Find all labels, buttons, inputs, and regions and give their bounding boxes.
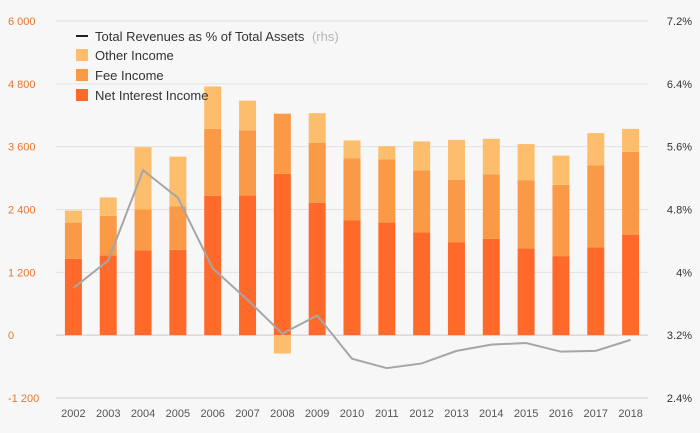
left-tick-label: 3 600: [8, 142, 36, 154]
bar-fee-income-2015: [517, 180, 535, 249]
bar-other-income-2003: [99, 197, 117, 216]
bar-net-interest-income-2010: [343, 220, 361, 336]
left-tick-label: 0: [8, 330, 14, 342]
x-tick-label: 2008: [270, 408, 294, 420]
bar-fee-income-2006: [204, 128, 222, 196]
bar-net-interest-income-2013: [447, 242, 465, 336]
right-tick-label: 7.2%: [667, 16, 692, 28]
bar-fee-income-2003: [99, 215, 117, 256]
bar-other-income-2013: [447, 139, 465, 180]
bar-net-interest-income-2009: [308, 202, 326, 336]
bars: [64, 86, 640, 354]
x-tick-label: 2012: [409, 408, 433, 420]
line-series: [72, 168, 631, 370]
bar-fee-income-2014: [482, 174, 500, 239]
right-tick-label: 4%: [676, 267, 692, 279]
legend-swatch-net-interest-income: [76, 89, 88, 101]
bar-net-interest-income-2005: [169, 249, 187, 336]
bar-net-interest-income-2003: [99, 255, 117, 336]
x-tick-label: 2018: [618, 408, 642, 420]
left-tick-label: 1 200: [8, 267, 36, 279]
left-tick-label: -1 200: [8, 393, 39, 405]
bar-net-interest-income-2007: [239, 195, 257, 336]
x-tick-label: 2006: [200, 408, 224, 420]
bar-other-income-2014: [482, 138, 500, 175]
right-tick-label: 2.4%: [667, 393, 692, 405]
bar-fee-income-2007: [239, 130, 257, 196]
legend-label-fee-income: Fee Income: [95, 68, 164, 83]
bar-net-interest-income-2017: [587, 247, 605, 336]
legend-line-name: Total Revenues as % of Total Assets: [95, 29, 305, 44]
bar-fee-income-2004: [134, 209, 152, 251]
bar-fee-income-2005: [169, 206, 187, 250]
bar-net-interest-income-2018: [622, 234, 640, 336]
x-tick-label: 2017: [584, 408, 608, 420]
x-tick-label: 2009: [305, 408, 329, 420]
bar-other-income-2010: [343, 140, 361, 159]
x-tick-label: 2004: [131, 408, 155, 420]
left-axis: -1 200 0 1 200 2 400 3 600 4 800 6 000: [8, 16, 39, 405]
x-tick-label: 2014: [479, 408, 503, 420]
left-tick-label: 6 000: [8, 16, 36, 28]
bar-other-income-2004: [134, 147, 152, 210]
right-tick-label: 5.6%: [667, 142, 692, 154]
x-tick-label: 2007: [235, 408, 259, 420]
bar-other-income-2015: [517, 144, 535, 181]
bar-other-income-2018: [622, 128, 640, 152]
bar-fee-income-2010: [343, 158, 361, 221]
x-tick-label: 2015: [514, 408, 538, 420]
bar-fee-income-2018: [622, 151, 640, 235]
x-tick-label: 2011: [375, 408, 399, 420]
left-tick-label: 4 800: [8, 79, 36, 91]
legend-line-suffix: (rhs): [312, 29, 339, 44]
bar-other-income-2012: [413, 141, 431, 171]
x-axis: 2002 2003 2004 2005 2006 2007 2008 2009 2010 2011…: [61, 408, 643, 420]
bar-fee-income-2012: [413, 170, 431, 233]
right-tick-label: 6.4%: [667, 79, 692, 91]
right-tick-label: 3.2%: [667, 330, 692, 342]
legend-label-other-income: Other Income: [95, 48, 174, 63]
legend-swatch-fee-income: [76, 69, 88, 81]
left-tick-label: 2 400: [8, 205, 36, 217]
bar-other-income-2016: [552, 155, 570, 185]
right-axis: 2.4% 3.2% 4% 4.8% 5.6% 6.4% 7.2%: [667, 16, 692, 405]
bar-net-interest-income-2002: [64, 258, 82, 336]
legend-label-line: Total Revenues as % of Total Assets (rhs…: [95, 29, 339, 44]
bar-other-income-2011: [378, 146, 396, 160]
bar-other-income-2009: [308, 113, 326, 144]
bar-net-interest-income-2016: [552, 256, 570, 336]
bar-fee-income-2016: [552, 184, 570, 257]
bar-fee-income-2011: [378, 159, 396, 223]
legend: Total Revenues as % of Total Assets (rhs…: [76, 29, 339, 103]
legend-swatch-other-income: [76, 49, 88, 61]
x-tick-label: 2010: [340, 408, 364, 420]
bar-other-income-2007: [239, 100, 257, 131]
bar-net-interest-income-2008: [273, 173, 291, 336]
bar-other-income-2002: [64, 210, 82, 223]
bar-fee-income-2017: [587, 165, 605, 248]
bar-net-interest-income-2006: [204, 195, 222, 336]
bar-other-income-2008: [273, 335, 291, 354]
line-total-revenues-pct-assets: [72, 168, 631, 370]
x-tick-label: 2005: [166, 408, 190, 420]
x-tick-label: 2002: [61, 408, 85, 420]
bar-fee-income-2008: [273, 113, 291, 174]
x-tick-label: 2013: [444, 408, 468, 420]
bar-fee-income-2002: [64, 222, 82, 259]
right-tick-label: 4.8%: [667, 205, 692, 217]
bar-other-income-2017: [587, 133, 605, 166]
bar-other-income-2006: [204, 86, 222, 129]
legend-label-net-interest-income: Net Interest Income: [95, 88, 208, 103]
x-tick-label: 2003: [96, 408, 120, 420]
bar-net-interest-income-2004: [134, 250, 152, 336]
bar-net-interest-income-2011: [378, 222, 396, 336]
bar-net-interest-income-2012: [413, 232, 431, 336]
bar-net-interest-income-2015: [517, 248, 535, 336]
bar-fee-income-2013: [447, 179, 465, 243]
bar-net-interest-income-2014: [482, 238, 500, 336]
bar-fee-income-2009: [308, 143, 326, 203]
x-tick-label: 2016: [549, 408, 573, 420]
